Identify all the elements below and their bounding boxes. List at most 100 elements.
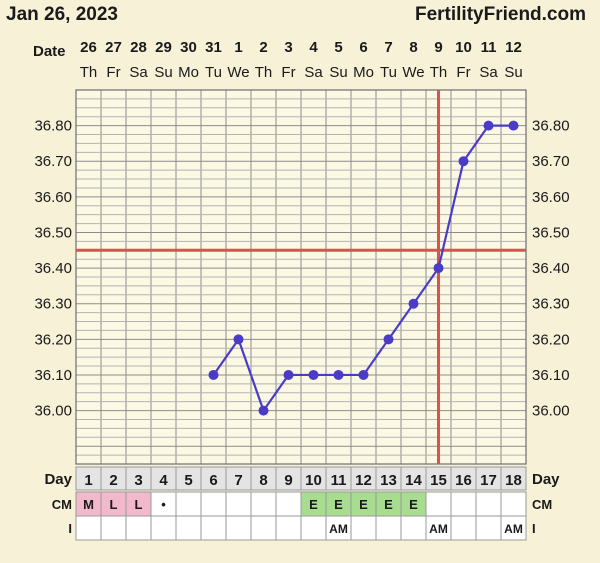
cycle-day-label: 6 (209, 472, 217, 489)
date-tick-label: 26 (80, 39, 97, 56)
i-cell (400, 515, 427, 541)
cycle-day-label: 11 (331, 472, 347, 489)
cm-value: • (161, 497, 166, 512)
i-cell (100, 515, 127, 541)
y-tick-label-right: 36.40 (532, 260, 570, 277)
weekday-tick-label: Sa (479, 64, 498, 81)
cycle-day-label: 12 (355, 472, 372, 489)
cycle-day-label: 14 (405, 472, 422, 489)
cm-cell (475, 491, 502, 517)
date-tick-label: 6 (359, 39, 367, 56)
date-tick-label: 2 (259, 39, 267, 56)
cm-value: L (110, 497, 118, 512)
date-tick-label: 11 (481, 39, 497, 56)
date-tick-label: 27 (105, 39, 122, 56)
cycle-day-label: 16 (455, 472, 472, 489)
intercourse-value: AM (429, 522, 448, 536)
cycle-day-label: 10 (305, 472, 322, 489)
y-tick-label-left: 36.60 (34, 189, 72, 206)
i-row-label-right: I (532, 521, 536, 536)
cycle-day-label: 1 (84, 472, 92, 489)
cm-cell (225, 491, 252, 517)
temperature-point (433, 263, 444, 274)
y-tick-label-left: 36.80 (34, 118, 72, 135)
cycle-day-label: 13 (380, 472, 397, 489)
cm-cell (500, 491, 527, 517)
weekday-tick-label: Th (80, 64, 98, 81)
day-row-label-right: Day (532, 471, 560, 488)
i-cell (375, 515, 402, 541)
weekday-tick-label: We (227, 64, 249, 81)
i-cell (150, 515, 177, 541)
y-tick-label-right: 36.20 (532, 331, 570, 348)
temperature-series (208, 120, 519, 416)
weekday-tick-label: Mo (353, 64, 374, 81)
temperature-point (208, 369, 219, 380)
cm-value: L (135, 497, 143, 512)
weekday-tick-label: Tu (205, 64, 222, 81)
weekday-tick-label: Su (504, 64, 522, 81)
i-cell (275, 515, 302, 541)
date-tick-label: 9 (434, 39, 442, 56)
weekday-tick-label: Tu (380, 64, 397, 81)
temperature-point (283, 369, 294, 380)
cm-cell (425, 491, 452, 517)
cm-value: E (384, 497, 393, 512)
y-tick-label-right: 36.80 (532, 118, 570, 135)
cycle-day-label: 7 (234, 472, 242, 489)
date-row-label: Date (33, 43, 66, 60)
y-tick-label-left: 36.40 (34, 260, 72, 277)
y-tick-label-left: 36.10 (34, 367, 72, 384)
y-tick-label-left: 36.00 (34, 403, 72, 420)
y-axis-labels: 36.00 36.00 36.10 36.10 36.20 36.20 36.30 36.30… (34, 118, 569, 420)
date-tick-label: 7 (384, 39, 392, 56)
weekday-tick-label: Th (430, 64, 448, 81)
y-tick-label-right: 36.70 (532, 153, 570, 170)
i-cell (325, 515, 352, 541)
site-name: FertilityFriend.com (415, 4, 586, 25)
y-tick-label-right: 36.00 (532, 403, 570, 420)
i-cell (225, 515, 252, 541)
cm-value: E (359, 497, 368, 512)
cm-value: E (309, 497, 318, 512)
plot-border (75, 89, 527, 465)
cycle-day-label: 17 (480, 472, 497, 489)
cycle-day-label: 2 (109, 472, 117, 489)
i-cell (250, 515, 277, 541)
date-tick-label: 3 (284, 39, 292, 56)
y-tick-label-right: 36.60 (532, 189, 570, 206)
i-cell (75, 515, 102, 541)
date-tick-label: 5 (334, 39, 342, 56)
i-cell (475, 515, 502, 541)
temperature-point (333, 369, 344, 380)
cm-value: M (83, 497, 94, 512)
weekday-tick-label: Fr (456, 64, 470, 81)
i-cell (125, 515, 152, 541)
i-cell (425, 515, 452, 541)
temperature-point (483, 120, 494, 131)
cm-cell (450, 491, 477, 517)
reference-lines (76, 90, 526, 464)
i-cell (500, 515, 527, 541)
cm-cell (100, 491, 127, 517)
cycle-day-label: 3 (134, 472, 142, 489)
temperature-point (508, 120, 519, 131)
weekday-tick-label: Mo (178, 64, 199, 81)
cm-row-label-right: CM (532, 497, 552, 512)
cycle-day-label: 15 (430, 472, 447, 489)
temperature-point (233, 334, 244, 345)
cm-value: E (409, 497, 418, 512)
i-cell (175, 515, 202, 541)
temperature-point (408, 298, 419, 309)
weekday-tick-label: Su (329, 64, 347, 81)
weekday-tick-label: Sa (304, 64, 323, 81)
date-tick-label: 31 (205, 39, 222, 56)
weekday-tick-label: Fr (281, 64, 295, 81)
date-tick-label: 30 (180, 39, 197, 56)
i-cell (450, 515, 477, 541)
cm-row-label-left: CM (52, 497, 72, 512)
y-tick-label-right: 36.50 (532, 224, 570, 241)
cm-cell (250, 491, 277, 517)
